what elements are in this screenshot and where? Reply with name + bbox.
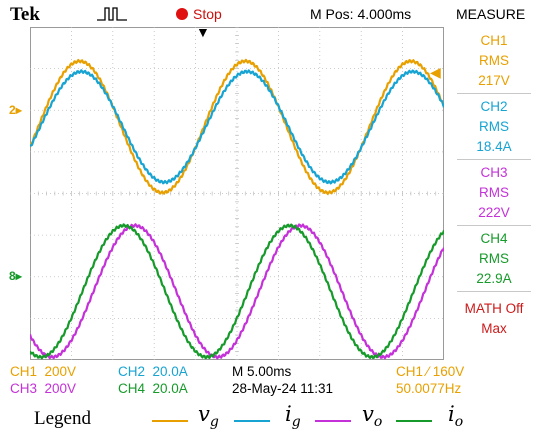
legend-vo-base: v	[362, 402, 374, 426]
measure-ch4[interactable]: CH4 RMS 22.9A	[453, 229, 535, 289]
ch2-scale-value: 20.0A	[152, 364, 188, 379]
legend-vg-swatch	[152, 420, 188, 422]
ch1-scale[interactable]: CH1 200V	[10, 364, 76, 379]
measure-ch2[interactable]: CH2 RMS 18.4A	[453, 97, 535, 157]
measure-ch2-channel: CH2	[480, 99, 508, 114]
brand-logo: Tek	[10, 4, 40, 25]
measure-panel: CH1 RMS 217V CH2 RMS 18.4A CH3 RMS 222V …	[453, 27, 535, 360]
legend-vg-sub: g	[209, 414, 219, 431]
measure-ch3-value: 222V	[478, 205, 510, 220]
measure-ch3-channel: CH3	[480, 165, 508, 180]
horizontal-position: M Pos: 4.000ms	[310, 6, 412, 22]
legend-ig-swatch	[234, 420, 270, 422]
pulse-trigger-icon	[97, 7, 127, 21]
waveform-vg	[30, 58, 444, 195]
measure-ch2-value: 18.4A	[476, 139, 512, 154]
legend-ig-base: i	[285, 402, 292, 426]
ch4-label: CH4	[118, 381, 146, 396]
ch4-scale-value: 20.0A	[152, 381, 188, 396]
trigger-setting[interactable]: CH1 ⁄ 160V	[396, 364, 465, 379]
ch1-label: CH1	[10, 364, 38, 379]
ch2-scale[interactable]: CH2 20.0A	[118, 364, 188, 379]
stop-indicator-icon	[176, 8, 188, 20]
waveform-ig	[30, 69, 444, 185]
measure-math-type: Max	[481, 321, 507, 336]
trigger-frequency: 50.0077Hz	[396, 381, 462, 396]
measure-panel-title: MEASURE	[456, 6, 526, 22]
ch3-scale[interactable]: CH3 200V	[10, 381, 76, 396]
legend-io: io	[448, 402, 463, 430]
ch4-ground-marker: 8▸	[9, 269, 22, 283]
ch3-scale-value: 200V	[44, 381, 77, 396]
legend-label: Legend	[34, 408, 91, 429]
measure-ch1-type: RMS	[479, 53, 509, 68]
legend-vo-swatch	[315, 420, 351, 422]
legend-vg: vg	[198, 402, 219, 430]
ch4-ground-label: 8	[9, 269, 16, 283]
waveform-io	[30, 223, 444, 360]
measure-ch1-channel: CH1	[480, 33, 508, 48]
ch1-ground-label: 2	[9, 103, 16, 117]
waveform-vo	[30, 223, 444, 360]
date-time: 28-May-24 11:31	[232, 381, 334, 396]
measure-math[interactable]: MATH Off Max	[453, 299, 535, 339]
legend-vo: vo	[362, 402, 382, 430]
ch3-label: CH3	[10, 381, 38, 396]
measure-math-channel: MATH Off	[464, 301, 524, 316]
legend-ig: ig	[285, 402, 301, 430]
legend-io-sub: o	[454, 414, 464, 431]
measure-ch4-value: 22.9A	[476, 271, 512, 286]
measure-ch1[interactable]: CH1 RMS 217V	[453, 31, 535, 91]
timebase[interactable]: M 5.00ms	[232, 364, 292, 379]
measure-ch3-type: RMS	[479, 185, 509, 200]
legend-vo-sub: o	[373, 414, 383, 431]
legend-vg-base: v	[198, 402, 210, 426]
legend-io-base: i	[448, 402, 455, 426]
ch1-scale-value: 200V	[44, 364, 77, 379]
ch4-scale[interactable]: CH4 20.0A	[118, 381, 188, 396]
measure-ch4-channel: CH4	[480, 231, 508, 246]
trigger-level-marker: ◀	[430, 64, 441, 80]
measure-ch2-type: RMS	[479, 119, 509, 134]
legend-ig-sub: g	[291, 414, 301, 431]
trigger-position-marker: ▼	[196, 24, 210, 40]
measure-ch4-type: RMS	[479, 251, 509, 266]
ch1-ground-marker: 2▸	[9, 103, 22, 117]
measure-ch3[interactable]: CH3 RMS 222V	[453, 163, 535, 223]
ch2-label: CH2	[118, 364, 146, 379]
waveform-plot	[30, 27, 444, 360]
run-state: Stop	[193, 6, 222, 22]
legend-io-swatch	[396, 420, 432, 422]
waveform-screen	[30, 27, 444, 360]
measure-ch1-value: 217V	[478, 73, 510, 88]
